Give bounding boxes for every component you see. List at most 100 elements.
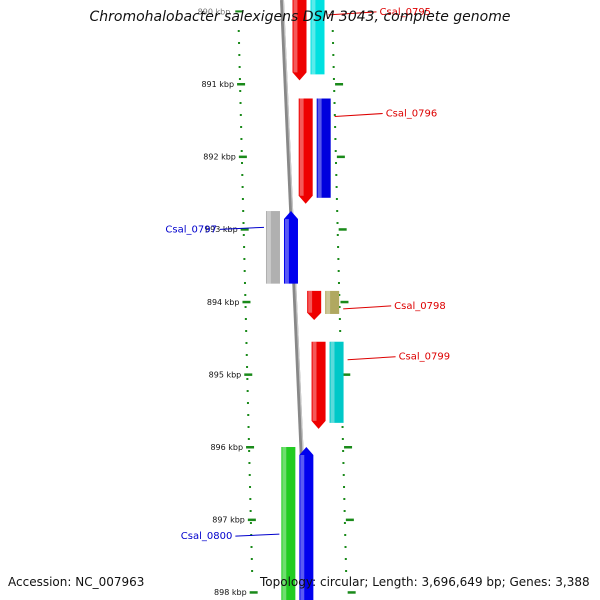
ruler-tick-right-892 <box>336 155 345 159</box>
ruler-tick-896 <box>246 446 255 449</box>
ruler-dot-right <box>335 186 338 188</box>
ruler-dot-left <box>239 90 242 92</box>
ruler-dot-left <box>244 318 247 320</box>
ruler-dot-left <box>245 330 248 332</box>
gene-leader-Csal_0800 <box>235 533 280 537</box>
ruler-tick-898 <box>249 591 258 594</box>
gene-feature-Csal_0799-shine <box>330 341 335 423</box>
gene-feature-Csal_0799 <box>329 341 344 423</box>
ruler-dot-left <box>248 450 251 452</box>
ruler-dot-right <box>338 294 341 296</box>
gene-label-Csal_0795: Csal_0795 <box>380 7 432 18</box>
gene-feature-Csal_0796 <box>316 98 331 198</box>
ruler-dot-right <box>343 486 346 488</box>
ruler-dot-right <box>335 162 338 164</box>
ruler-dot-left <box>250 558 253 560</box>
ruler-dot-right <box>336 234 339 236</box>
ruler-dot-left <box>244 294 247 296</box>
ruler-dot-left <box>239 114 242 116</box>
ruler-dot-left <box>250 546 253 548</box>
ruler-tick-895 <box>244 373 253 376</box>
ruler-dot-left <box>240 126 243 128</box>
ruler-dot-right <box>344 558 347 560</box>
ruler-dot-right <box>345 570 348 572</box>
ruler-dot-right <box>333 102 336 104</box>
gene-leader-Csal_0797 <box>219 226 265 230</box>
ruler-dot-left <box>246 390 249 392</box>
ruler-dot-right <box>342 474 345 476</box>
ruler-dot-left <box>242 234 245 236</box>
ruler-dot-right <box>344 534 347 536</box>
ruler-dot-right <box>343 498 346 500</box>
gene-label-Csal_0800: Csal_0800 <box>181 531 233 542</box>
ruler-dot-right <box>333 90 336 92</box>
ruler-dot-left <box>245 354 248 356</box>
gene-arrow-Csal_0796 <box>298 98 313 204</box>
ruler-dot-left <box>243 258 246 260</box>
gene-labels: Csal_0795 Csal_0796 Csal_0797 Csal_0798 Csal… <box>165 7 450 542</box>
ruler-dot-right <box>331 30 334 32</box>
ruler-dot-left <box>248 462 251 464</box>
gene-arrow-Csal_0800 <box>299 447 314 600</box>
ruler-dot-right <box>341 426 344 428</box>
ruler-dot-right <box>335 198 338 200</box>
ruler-dot-right <box>337 282 340 284</box>
ruler-dot-left <box>243 282 246 284</box>
gene-feature-Csal_0797-shine <box>266 211 271 284</box>
ruler-dot-left <box>238 42 241 44</box>
ruler-dot-right <box>342 450 345 452</box>
gene-leader-Csal_0798 <box>343 305 392 310</box>
gene-feature-Csal_0800-shine <box>282 447 287 600</box>
gene-leader-Csal_0799 <box>347 356 396 361</box>
gene-arrow-Csal_0797-shine <box>284 219 289 284</box>
ruler-dot-right <box>332 54 335 56</box>
ruler-dot-left <box>247 414 250 416</box>
ruler-dot-right <box>333 114 336 116</box>
ruler-dot-right <box>336 222 339 224</box>
ruler-dot-left <box>241 186 244 188</box>
gene-feature-Csal_0795 <box>310 0 325 75</box>
accession-text: Accession: NC_007963 <box>8 575 145 589</box>
ruler-dot-right <box>337 270 340 272</box>
ruler-dot-left <box>241 174 244 176</box>
ruler-label-894: 894 kbp <box>207 298 240 307</box>
ruler-dot-right <box>334 126 337 128</box>
ruler-dot-right <box>341 438 344 440</box>
gene-label-Csal_0796: Csal_0796 <box>386 109 438 120</box>
ruler-label-897: 897 kbp <box>212 516 245 525</box>
ruler-dot-left <box>238 54 241 56</box>
ruler-dot-left <box>249 522 252 524</box>
gene-arrow-Csal_0796-shine <box>299 98 304 196</box>
ruler-dot-left <box>249 510 252 512</box>
map-title: Chromohalobacter salexigens DSM 3043, co… <box>89 9 511 25</box>
ruler-dot-right <box>338 318 341 320</box>
ruler-dot-left <box>241 162 244 164</box>
ruler-tick-right-891 <box>335 83 344 86</box>
ruler-tick-897 <box>247 518 256 522</box>
ruler-tick-893 <box>240 228 249 231</box>
ruler-dot-left <box>240 150 243 152</box>
ruler-dot-right <box>336 210 339 212</box>
gene-arrow-Csal_0800-shine <box>300 455 305 600</box>
ruler-dot-left <box>243 246 246 248</box>
ruler-dot-right <box>343 510 346 512</box>
ruler-dot-left <box>242 222 245 224</box>
ruler-dot-right <box>332 42 335 44</box>
ruler-dot-right <box>337 258 340 260</box>
gene-feature-Csal_0800 <box>281 447 296 600</box>
ruler-tick-891 <box>237 83 246 86</box>
gene-feature-Csal_0796-shine <box>317 98 322 198</box>
ruler-dot-left <box>243 270 246 272</box>
ruler-dot-left <box>238 66 241 68</box>
gene-feature-Csal_0797 <box>265 211 280 284</box>
ruler-dot-right <box>332 66 335 68</box>
gene-track <box>265 0 344 600</box>
ruler-dot-left <box>240 138 243 140</box>
ruler-dot-right <box>337 246 340 248</box>
ruler-dot-left <box>244 306 247 308</box>
ruler-dot-left <box>249 486 252 488</box>
ruler-dot-right <box>342 462 345 464</box>
